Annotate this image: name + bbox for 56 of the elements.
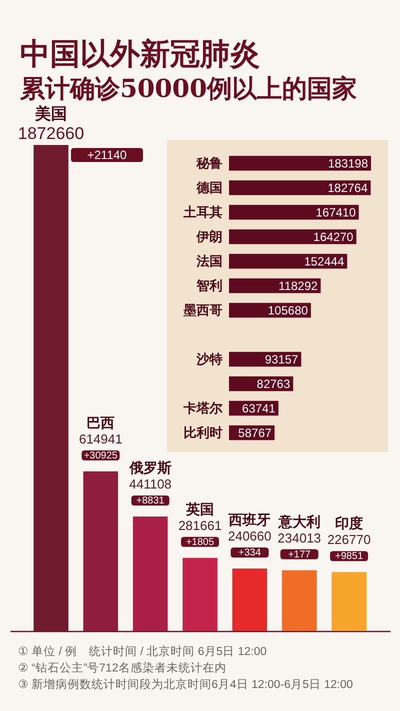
data-label: 226770 (327, 532, 371, 548)
y-tick-label: 智利 (196, 278, 222, 294)
data-label: 58767 (238, 426, 272, 440)
category-label: 印度 (335, 516, 364, 532)
text: ③ 新增病例数统计时间段为北京时间6月4日 12:00-6月5日 12:00 (18, 677, 353, 691)
y-tick-label: 法国 (196, 254, 222, 270)
data-label: 1872660 (18, 124, 84, 143)
y-tick-label: 卡塔尔 (182, 401, 224, 416)
data-label: 240660 (228, 528, 272, 544)
bar (83, 471, 118, 631)
chart-subtitle: 累计确诊50000例以上的国家 (19, 74, 357, 103)
annotation: +334 (238, 548, 262, 559)
data-label: 614941 (78, 431, 122, 446)
data-label: 118292 (278, 278, 318, 293)
data-label: 281661 (178, 518, 222, 533)
data-label: 93157 (264, 352, 299, 366)
y-tick-label: 土耳其 (182, 205, 222, 220)
category-label: 西班牙 (228, 512, 271, 529)
bar (282, 570, 317, 631)
category-label: 意大利 (278, 514, 320, 530)
bar (229, 229, 356, 244)
bar (332, 572, 366, 631)
category-label: 美国 (34, 104, 67, 123)
chart-title: 中国以外新冠肺炎 (20, 37, 260, 72)
category-label: 俄罗斯 (129, 460, 172, 477)
bar (182, 558, 218, 631)
bar (229, 204, 359, 220)
annotation: +21140 (87, 148, 128, 162)
y-tick-label: 伊朗 (196, 228, 222, 245)
data-label: 182764 (328, 180, 368, 195)
text: ② “钻石公主”号712名感染者未统计在内 (18, 660, 226, 674)
data-label: 63741 (242, 401, 276, 416)
bar (232, 568, 268, 631)
data-label: 152444 (304, 254, 344, 268)
data-label: 164270 (313, 230, 354, 244)
data-label: 167410 (316, 205, 356, 220)
y-tick-label: 德国 (196, 180, 222, 196)
bar (132, 516, 168, 631)
y-tick-label: 秘鲁 (196, 155, 222, 172)
y-tick-label: 墨西哥 (182, 303, 222, 318)
data-label: 105680 (268, 303, 308, 318)
bar (229, 156, 371, 171)
annotation: +177 (288, 549, 312, 560)
y-tick-label: 比利时 (184, 424, 222, 441)
data-label: 234013 (278, 530, 322, 546)
data-label: 183198 (328, 156, 368, 170)
y-tick-label: 沙特 (196, 352, 222, 368)
annotation: +8831 (136, 496, 165, 507)
annotation: +9851 (334, 551, 364, 562)
bar (229, 180, 371, 196)
data-label: 82763 (256, 376, 290, 391)
category-label: 巴西 (86, 415, 115, 432)
data-label: 441108 (129, 476, 172, 492)
annotation: +1805 (186, 536, 214, 548)
category-label: 英国 (186, 502, 214, 518)
text: ① 单位 / 例 统计时间 / 北京时间 6月5日 12:00 (18, 644, 267, 658)
